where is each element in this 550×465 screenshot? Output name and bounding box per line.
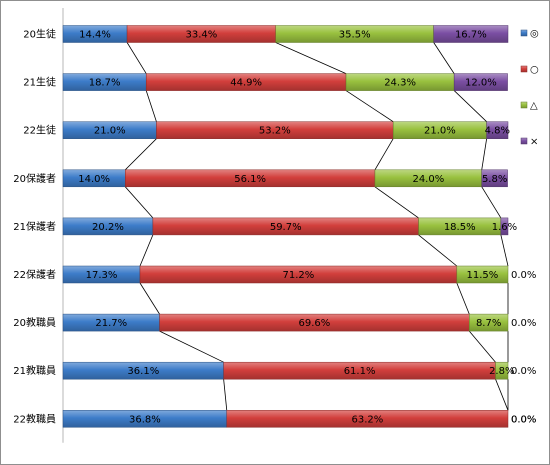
legend-label: ◎ [530,29,539,40]
series-line [139,234,154,267]
data-label: 14.4% [79,30,111,41]
data-label: 18.5% [444,222,476,233]
series-line [345,90,394,123]
data-label: 63.2% [351,414,383,425]
data-labels: 20生徒 14.4% 33.4% 35.5% 16.7% 21生徒 18.7% 44.9% 24… [13,28,536,426]
data-label: 18.7% [89,78,121,89]
data-label: 0.0% [511,366,536,377]
bar-segment [226,410,509,428]
series-line [374,186,419,219]
data-label: 0.0% [511,270,536,281]
data-label: 2.8% [489,366,514,377]
data-label: 35.5% [339,30,371,41]
legend-swatch [520,137,528,145]
series-line [223,379,228,411]
series-line [433,42,455,74]
series-line [481,138,488,170]
series-line [456,282,470,315]
bar-segment [456,265,509,284]
series-line [481,186,502,219]
series-line [126,42,147,74]
data-label: 16.7% [455,30,487,41]
data-label: 36.8% [129,414,161,425]
data-label: 24.3% [384,78,416,89]
data-label: 36.1% [127,366,159,377]
data-label: 21.0% [94,126,126,137]
series-line [145,90,157,122]
data-label: 4.8% [485,126,510,137]
legend-swatch [520,101,528,109]
data-label: 61.1% [344,366,376,377]
data-label: 12.0% [465,78,497,89]
legend-label: △ [530,101,538,112]
series-line [468,330,496,363]
bar-segment [481,169,508,188]
category-label: 20保護者 [13,172,56,185]
series-line [418,234,458,267]
data-label: 59.7% [270,222,302,233]
category-label: 22生徒 [23,124,56,137]
data-label: 0.0% [511,414,536,425]
data-label: 71.2% [283,270,315,281]
data-label: 21.0% [424,126,456,137]
bar-segment [495,361,509,380]
bar-segment [469,313,509,332]
series-line [275,42,347,74]
bar-segment [486,121,509,139]
data-label: 20.2% [92,222,124,233]
legend-label: ○ [530,65,539,76]
legend: ◎ ○ △ × [520,29,539,148]
data-label: 56.1% [234,174,266,185]
data-label: 14.0% [78,174,110,185]
data-label: 17.3% [86,270,118,281]
series-line [374,138,394,171]
series-line [125,138,157,171]
legend-label: × [530,137,538,148]
category-label: 21保護者 [13,220,56,233]
series-line [500,234,509,267]
legend-swatch [520,65,528,73]
bar-segment [453,73,508,91]
category-label: 20生徒 [23,28,56,41]
data-label: 33.4% [186,30,218,41]
data-label: 44.9% [230,78,262,89]
series-line [159,330,224,363]
category-label: 21生徒 [23,76,56,89]
bar-layer [62,25,509,428]
data-label: 69.6% [299,318,331,329]
data-label: 1.6% [492,222,517,233]
category-label: 22保護者 [13,268,56,281]
category-label: 20教職員 [13,316,56,329]
legend-swatch [520,29,528,37]
series-line [453,90,487,122]
series-line [139,282,160,315]
data-label: 0.0% [511,318,536,329]
data-label: 0.0% [511,414,536,425]
series-line [495,379,509,411]
bar-segment [433,25,509,43]
data-label: 8.7% [476,318,501,329]
category-label: 22教職員 [13,412,56,425]
data-label: 24.0% [412,174,444,185]
series-lines [125,42,509,411]
data-label: 5.8% [482,174,507,185]
series-line [125,186,154,219]
data-label: 21.7% [95,318,127,329]
bar-segment [500,217,509,236]
data-label: 53.2% [259,126,291,137]
category-label: 21教職員 [13,364,56,377]
data-label: 11.5% [467,270,499,281]
